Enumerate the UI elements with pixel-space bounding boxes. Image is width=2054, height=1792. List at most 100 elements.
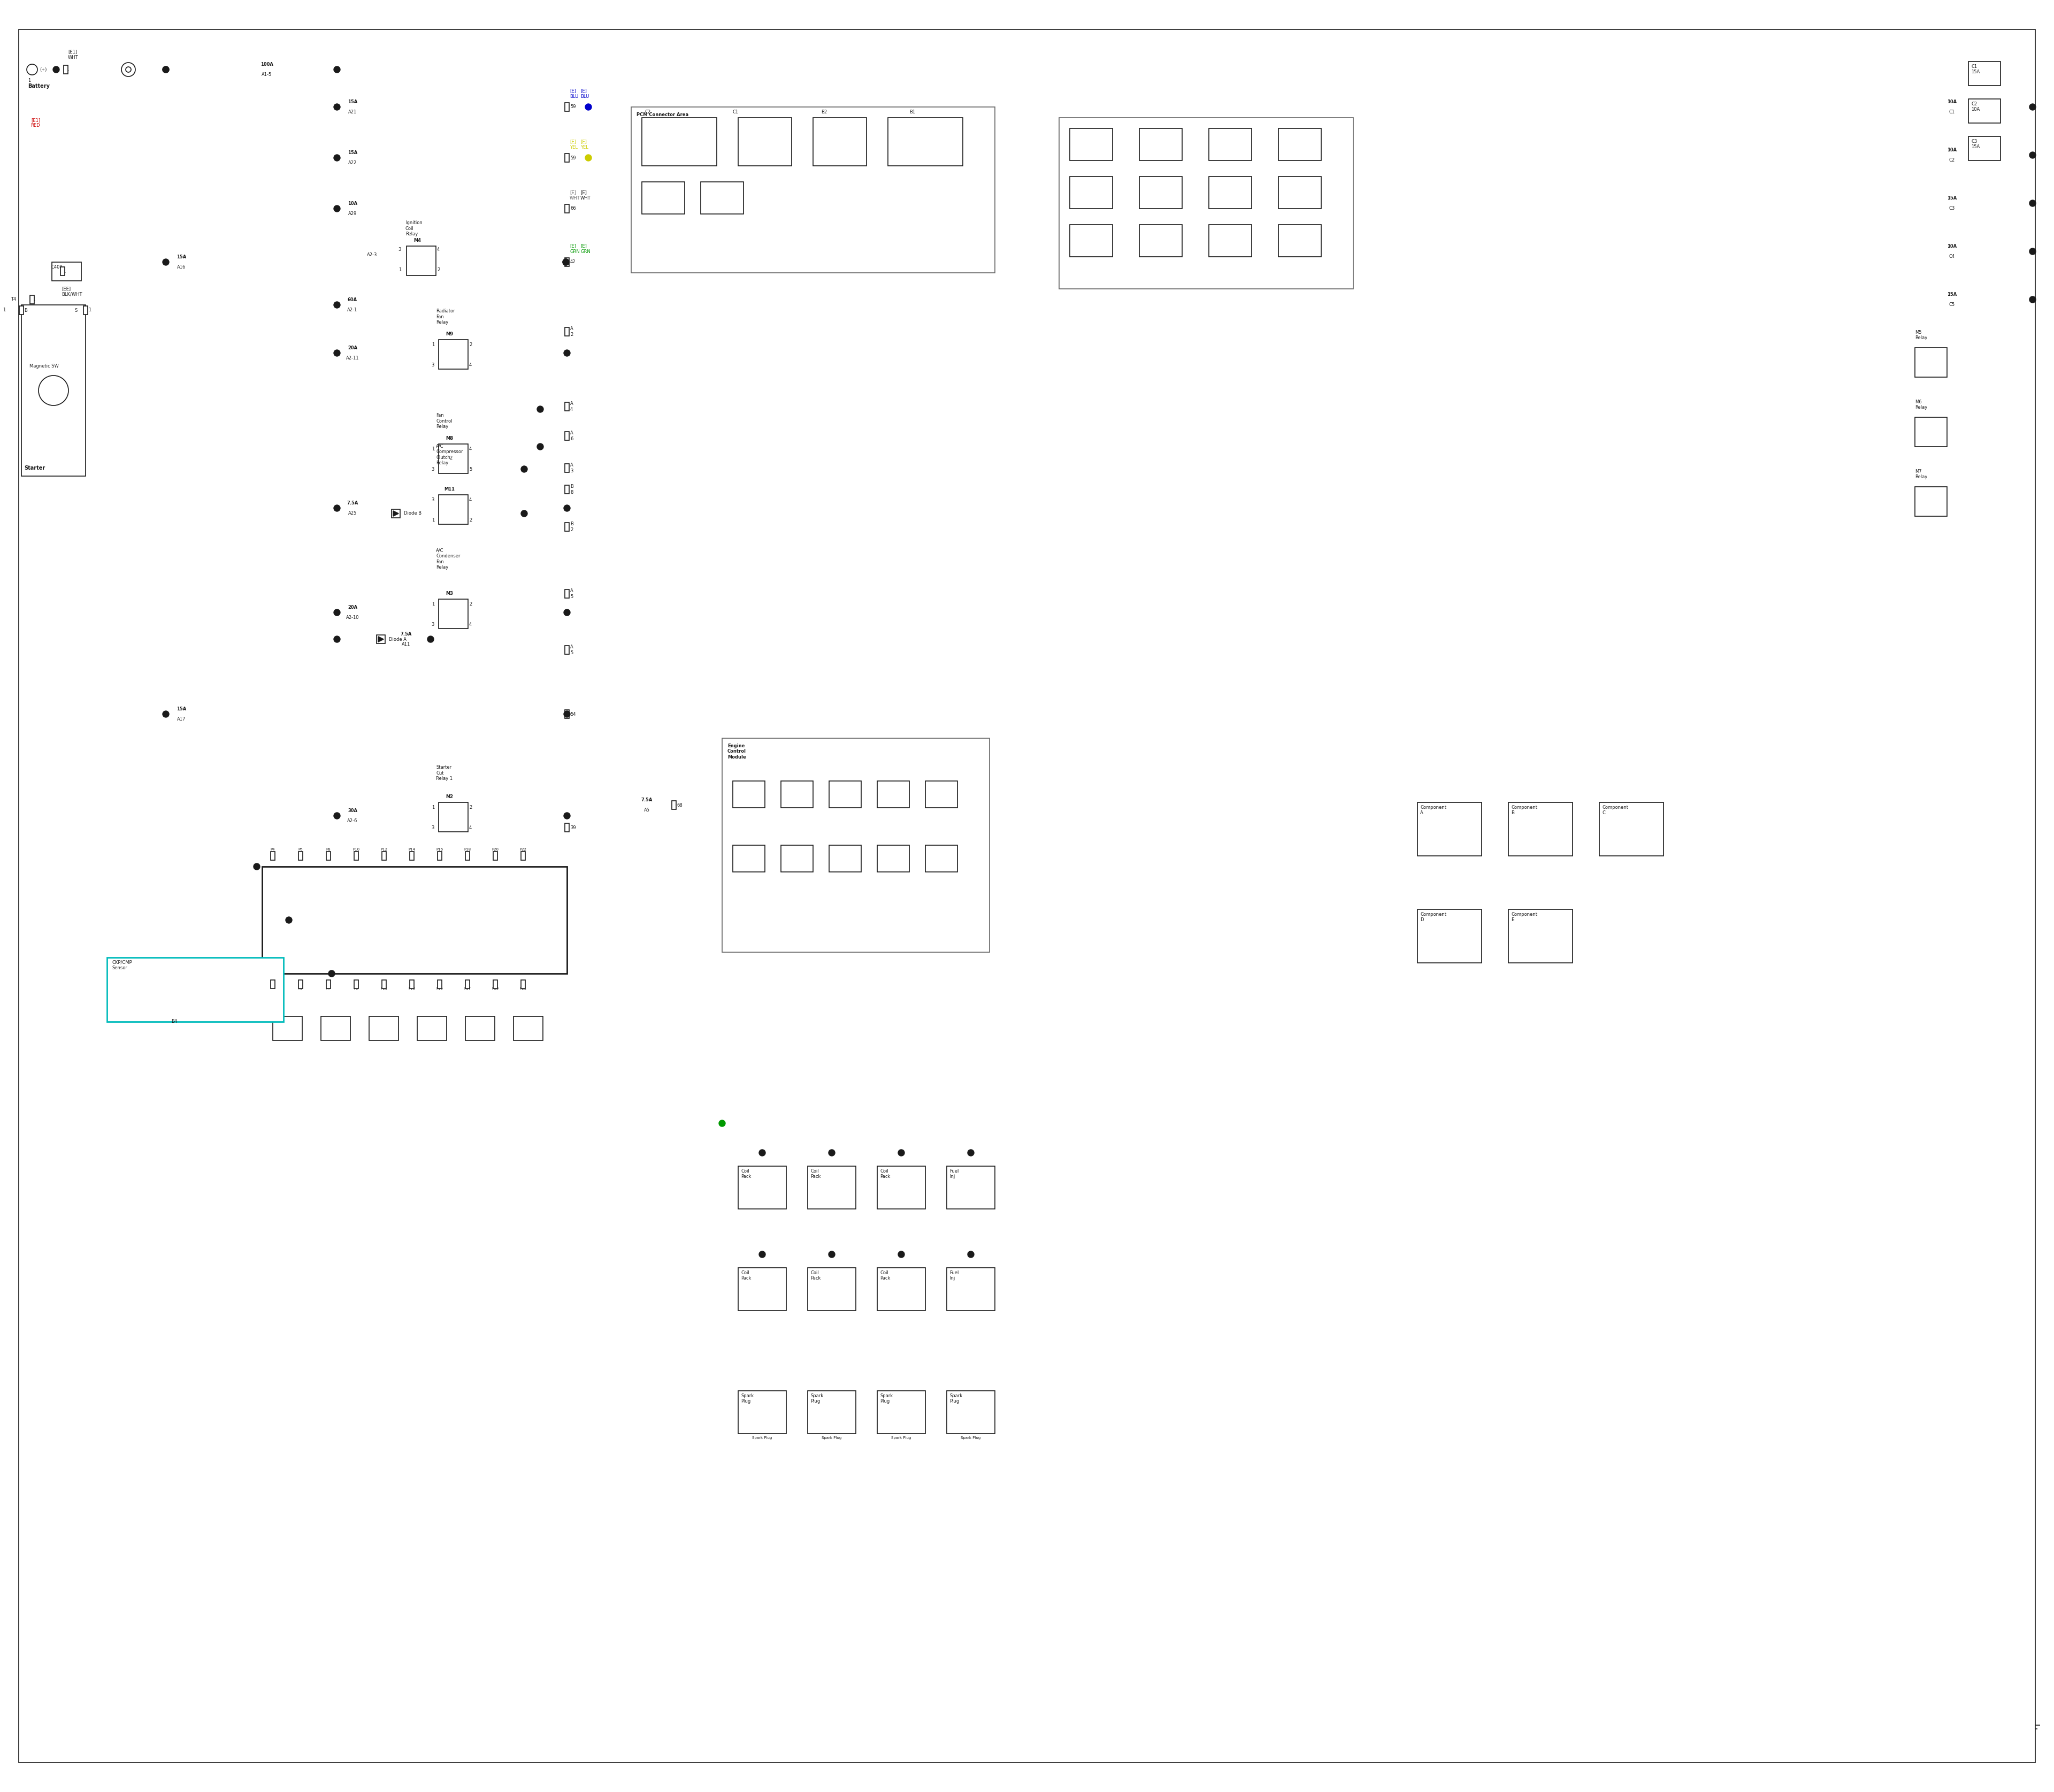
Bar [641, 118, 717, 167]
Bar [1914, 348, 1947, 376]
Bar [1968, 99, 2001, 124]
Text: Spark Plug: Spark Plug [822, 1435, 842, 1439]
Text: P4: P4 [271, 848, 275, 851]
Text: Magnetic SW: Magnetic SW [29, 364, 60, 369]
Bar [1417, 803, 1481, 857]
Text: P3: P3 [271, 987, 275, 991]
Text: B
2: B 2 [571, 521, 573, 532]
Text: A
4: A 4 [571, 401, 573, 412]
Bar [440, 599, 468, 629]
Bar [440, 495, 468, 525]
Text: Spark Plug: Spark Plug [752, 1435, 772, 1439]
Circle shape [828, 1149, 836, 1156]
Text: 20A: 20A [347, 606, 357, 609]
Bar [1070, 177, 1113, 208]
Circle shape [27, 65, 37, 75]
Text: A
6: A 6 [571, 430, 573, 441]
Text: Diode B: Diode B [405, 511, 421, 516]
Bar [84, 306, 88, 315]
Text: 4: 4 [468, 826, 472, 830]
Text: 1: 1 [431, 602, 433, 607]
Polygon shape [378, 636, 384, 642]
Circle shape [563, 812, 571, 819]
Bar [737, 118, 791, 167]
Text: Spark
Plug: Spark Plug [741, 1394, 754, 1403]
Circle shape [450, 821, 452, 823]
Circle shape [162, 66, 168, 73]
Circle shape [2029, 152, 2036, 158]
Bar [407, 246, 435, 276]
Bar [1914, 487, 1947, 516]
Circle shape [333, 206, 341, 211]
Bar [31, 296, 35, 305]
Circle shape [585, 154, 592, 161]
Text: 4: 4 [468, 622, 472, 627]
Circle shape [333, 104, 341, 109]
Bar [565, 590, 569, 599]
Bar [417, 1016, 446, 1041]
Circle shape [898, 1251, 904, 1258]
Circle shape [417, 263, 419, 265]
Circle shape [2029, 249, 2036, 254]
Circle shape [760, 1251, 766, 1258]
Text: Spark Plug: Spark Plug [891, 1435, 912, 1439]
Text: M7
Relay: M7 Relay [1914, 470, 1927, 478]
Text: C3: C3 [1949, 206, 1955, 211]
Text: Coil
Pack: Coil Pack [811, 1168, 822, 1179]
Text: C408: C408 [51, 265, 62, 269]
Text: [E]
WHT: [E] WHT [569, 190, 579, 201]
Circle shape [450, 468, 452, 470]
Text: [E]
WHT: [E] WHT [581, 190, 592, 201]
Text: P19: P19 [491, 987, 499, 991]
Bar [60, 267, 66, 276]
Text: 4: 4 [468, 446, 472, 452]
Bar [877, 1391, 926, 1434]
Circle shape [333, 812, 341, 819]
Text: Engine
Control
Module: Engine Control Module [727, 744, 746, 760]
Text: 66: 66 [571, 206, 575, 211]
Text: Starter
Cut
Relay 1: Starter Cut Relay 1 [435, 765, 452, 781]
Text: [EE]
BLK/WHT: [EE] BLK/WHT [62, 287, 82, 296]
Bar [263, 867, 567, 973]
Text: 15A: 15A [1947, 195, 1957, 201]
Bar [565, 328, 569, 335]
Circle shape [333, 505, 341, 511]
Bar [1278, 224, 1321, 256]
Text: Coil
Pack: Coil Pack [811, 1271, 822, 1281]
Text: 42: 42 [571, 260, 575, 265]
Bar [877, 1267, 926, 1310]
Text: 1: 1 [33, 297, 35, 303]
Bar [327, 980, 331, 989]
Text: M: M [51, 387, 55, 392]
Circle shape [442, 364, 444, 366]
Text: [E]
GRN: [E] GRN [581, 244, 589, 254]
Text: Coil
Pack: Coil Pack [741, 1168, 752, 1179]
Text: A11: A11 [403, 642, 411, 647]
Circle shape [2029, 104, 2036, 109]
Bar [438, 980, 442, 989]
Circle shape [563, 258, 569, 265]
Text: 1: 1 [62, 269, 66, 274]
Bar [565, 432, 569, 441]
Circle shape [442, 821, 444, 823]
Text: M6
Relay: M6 Relay [1914, 400, 1927, 410]
Bar [1140, 129, 1183, 161]
Text: 10A: 10A [347, 201, 357, 206]
Text: M9: M9 [446, 332, 454, 337]
Bar [1210, 177, 1251, 208]
Text: P15: P15 [435, 987, 444, 991]
Text: 1: 1 [398, 267, 401, 272]
Text: P11: P11 [380, 987, 388, 991]
Circle shape [450, 513, 452, 514]
Text: [E]
BLU: [E] BLU [569, 88, 579, 99]
Bar [781, 781, 813, 808]
Bar [273, 1016, 302, 1041]
Bar [813, 118, 867, 167]
Text: 5: 5 [468, 468, 472, 471]
Text: 1: 1 [431, 518, 433, 523]
Text: C4: C4 [1949, 254, 1955, 258]
Text: T4: T4 [10, 297, 16, 303]
Text: A21: A21 [347, 109, 357, 115]
Bar [353, 980, 357, 989]
Circle shape [442, 520, 444, 521]
